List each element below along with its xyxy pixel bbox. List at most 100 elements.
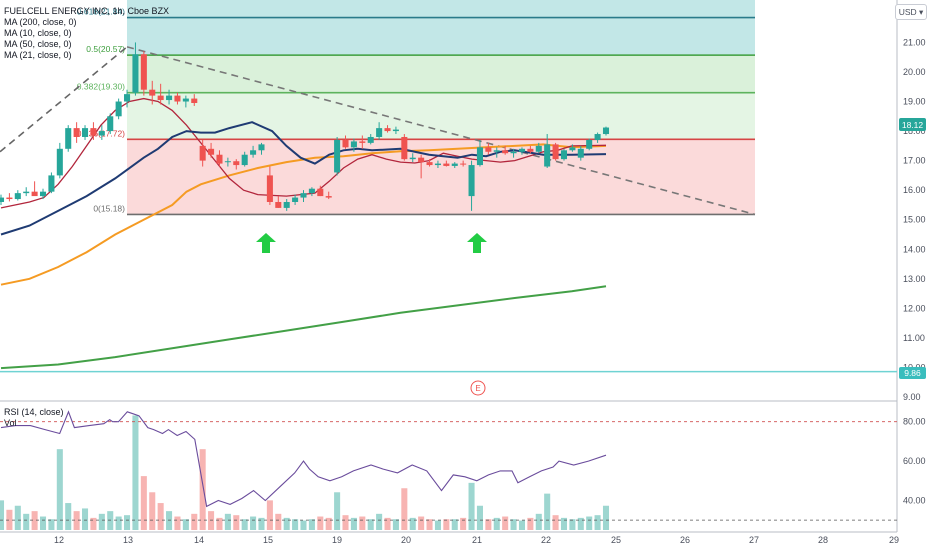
candle-body [426,162,433,166]
volume-bar [434,520,441,530]
volume-bar [300,520,307,530]
volume-bar [31,511,38,530]
legend-ma50[interactable]: MA (50, close, 0) [4,39,72,49]
volume-bar [283,517,290,530]
volume-bar [418,516,425,530]
volume-bar [56,449,63,530]
candle-body [569,147,576,151]
volume-bar [275,513,282,530]
candle-body [65,128,72,149]
candle-body [586,139,593,149]
currency-label: USD [898,7,917,17]
legend-vol[interactable]: Vol [4,418,17,428]
line-price-badge: 9.86 [899,367,926,379]
volume-bar [6,509,13,530]
volume-bar [485,519,492,530]
legend-ma10[interactable]: MA (10, close, 0) [4,28,72,38]
candle-body [350,141,357,148]
event-marker-label: E [475,384,480,393]
time-tick-label: 25 [611,535,621,545]
trend-line-up[interactable] [0,46,128,153]
fib-level-label: 0.382(19.30) [77,82,125,92]
volume-bar [544,493,551,530]
time-tick-label: 29 [889,535,899,545]
ma50-line [0,143,607,286]
up-arrow-icon [467,233,487,253]
volume-bar [23,513,30,530]
time-tick-label: 14 [194,535,204,545]
candle-body [535,145,542,152]
volume-bar [250,516,257,530]
volume-bar [82,508,89,530]
candle-body [56,148,63,176]
candle-body [216,154,223,164]
price-tick-label: 17.00 [903,156,926,166]
time-tick-label: 13 [123,535,133,545]
volume-bar [317,516,324,530]
dashed-trend-lines[interactable] [0,46,756,216]
rsi-tick-label: 60.00 [903,456,926,466]
time-tick-label: 22 [541,535,551,545]
buy-arrows [256,233,487,253]
candle-body [182,98,189,102]
candle-body [0,197,5,202]
candle-body [224,161,231,163]
candle-body [392,129,399,132]
candle-body [434,163,441,166]
price-tick-label: 18.00 [903,126,926,136]
price-tick-label: 11.00 [903,333,925,343]
candlestick-series [0,42,610,211]
candle-body [308,188,315,194]
volume-bar [98,513,105,530]
volume-bar [224,513,231,530]
earnings-event-marker[interactable]: E [470,380,486,396]
currency-selector[interactable]: USD ▾ [895,4,927,20]
trend-line-down[interactable] [126,46,756,216]
time-tick-label: 15 [263,535,273,545]
candle-body [266,175,273,202]
candle-body [115,101,122,117]
chevron-down-icon: ▾ [919,7,924,17]
volume-bar [342,515,349,530]
rsi-line [0,410,607,508]
volume-bar [73,511,80,530]
candle-body [502,150,509,154]
volume-bar [518,520,525,530]
volume-bar [535,513,542,530]
rsi-axis[interactable]: 80.00 60.00 40.00 [903,417,926,506]
candle-body [367,136,374,143]
candle-body [359,141,366,143]
price-tick-label: 13.00 [903,274,926,284]
legend-ma200[interactable]: MA (200, close, 0) [4,17,77,27]
legend-ma21[interactable]: MA (21, close, 0) [4,50,72,60]
legend-rsi[interactable]: RSI (14, close) [4,407,64,417]
candle-body [275,202,282,208]
volume-bar [39,516,47,530]
time-tick-label: 26 [680,535,690,545]
candle-body [451,163,458,166]
volume-bar [577,517,584,530]
volume-bar [392,519,399,530]
candle-body [208,148,215,155]
volume-bar [308,519,315,530]
time-axis[interactable]: 12 13 14 15 19 20 21 22 25 26 27 28 29 [54,535,899,545]
volume-bar [468,482,475,530]
volume-bar [334,492,341,530]
volume-bar [367,519,374,530]
chart-title[interactable]: FUELCELL ENERGY INC, 1h, Cboe BZX [4,6,170,16]
candle-body [199,145,206,161]
candle-body [73,128,80,137]
candle-body [300,193,307,198]
fib-level-label: 0(15.18) [93,203,125,213]
candle-body [157,95,164,101]
up-arrow-shape [467,233,487,253]
candle-body [140,54,147,90]
volume-bar [359,516,366,530]
volume-bar [90,517,97,530]
candle-body [460,163,467,165]
ma10-line [0,121,607,236]
time-tick-label: 28 [818,535,828,545]
fibonacci-retracement[interactable]: 0.618(21.84)0.5(20.57)0.382(19.30)0.236(… [77,0,755,216]
line-price-value: 9.86 [904,368,921,378]
